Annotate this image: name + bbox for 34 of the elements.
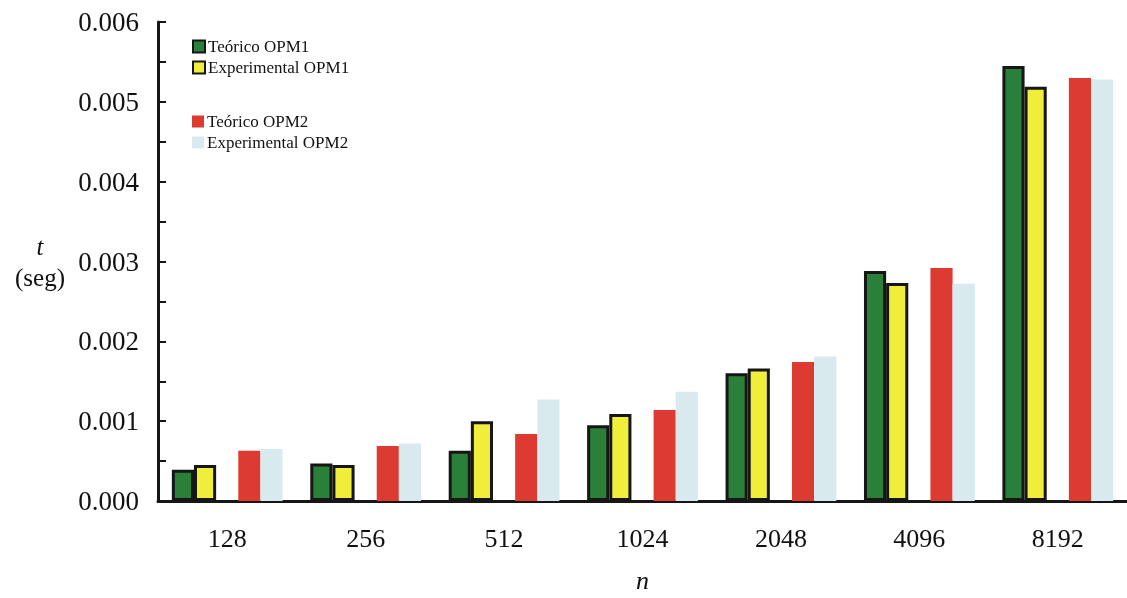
- y-tick-label: 0.002: [78, 326, 139, 357]
- bar: [398, 443, 422, 501]
- bar: [653, 409, 676, 501]
- x-tick-label: 512: [484, 523, 524, 553]
- y-tick-label: 0.003: [78, 246, 139, 277]
- legend-label: Teórico OPM1: [208, 37, 310, 56]
- x-tick-label: 4096: [893, 523, 946, 553]
- x-tick-label: 1024: [616, 523, 669, 553]
- bar: [238, 450, 261, 501]
- bar: [1068, 77, 1092, 501]
- x-tick-label: 128: [207, 523, 247, 553]
- bar: [376, 445, 399, 501]
- y-tick-label: 0.004: [78, 166, 140, 197]
- bar: [537, 399, 560, 501]
- y-tick-label: 0.006: [78, 7, 139, 37]
- x-tick-label: 8192: [1031, 523, 1084, 553]
- bar: [260, 449, 283, 501]
- legend-label: Experimental OPM2: [207, 133, 349, 152]
- y-tick-label: 0.000: [78, 486, 139, 516]
- bar: [814, 356, 837, 501]
- y-axis-title: t (seg): [15, 232, 65, 292]
- bar: [515, 433, 538, 501]
- bar: [1091, 79, 1114, 501]
- legend-label: Teórico OPM2: [207, 112, 309, 131]
- legend-label: Experimental OPM1: [208, 58, 350, 77]
- bar: [792, 362, 815, 501]
- bar: [930, 267, 953, 501]
- x-axis-title: n: [636, 565, 649, 595]
- x-tick-label: 2048: [754, 523, 807, 553]
- y-tick-label: 0.005: [78, 86, 139, 117]
- x-tick-label: 256: [346, 523, 386, 553]
- y-tick-label: 0.001: [78, 406, 139, 437]
- bar: [675, 391, 698, 501]
- bar: [952, 283, 975, 501]
